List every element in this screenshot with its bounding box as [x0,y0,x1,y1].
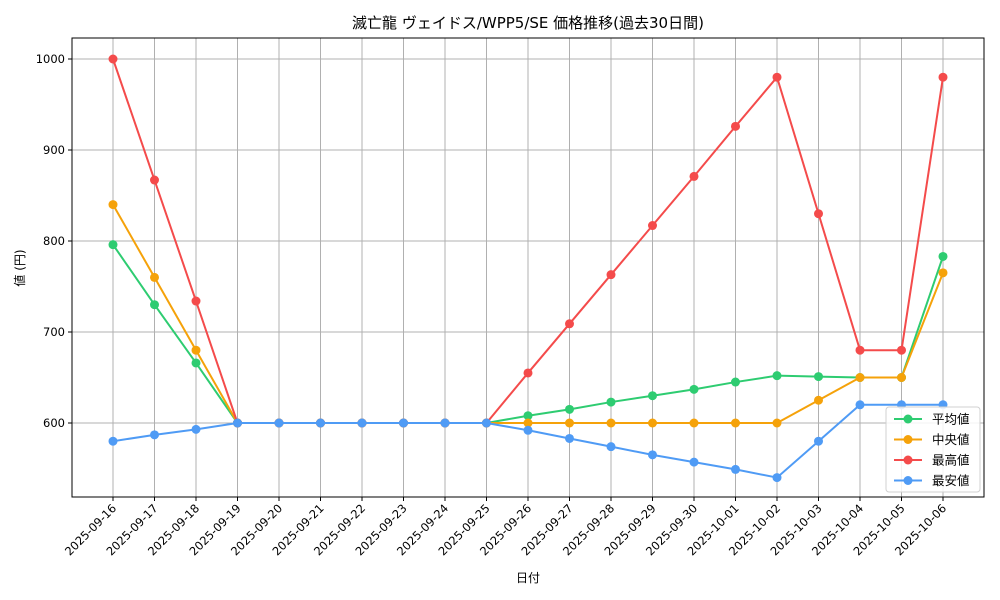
data-point [855,373,865,382]
legend-item: 平均値 [894,412,970,427]
data-point [565,319,574,329]
data-point [855,345,865,355]
data-point [108,436,118,446]
data-point [108,54,118,64]
legend-marker-icon [903,414,913,424]
data-point [772,418,782,428]
y-tick-label: 900 [43,143,65,157]
data-point [814,395,823,405]
data-point [440,418,450,428]
y-axis: 600 700 800 900 1000 [36,52,72,430]
data-point [523,425,533,435]
data-point [150,272,159,282]
legend-marker-icon [903,476,913,485]
legend-box [885,406,981,493]
data-point [108,240,118,250]
legend-item: 最安値 [894,473,970,488]
data-point [731,418,740,428]
data-point [357,418,367,428]
data-point [191,296,201,306]
data-point [191,424,201,434]
data-point [150,300,159,310]
data-point [897,345,906,355]
y-tick-label: 1000 [36,52,65,66]
x-axis: 2025-09-162025-09-172025-09-182025-09-19… [62,497,949,558]
data-point [191,345,201,355]
data-point [565,433,574,443]
data-point [689,418,699,428]
data-point [897,373,906,382]
data-point [855,400,865,410]
data-point [150,430,159,440]
data-point [606,442,616,452]
y-tick-label: 800 [43,234,65,248]
data-point [523,418,533,428]
data-point [731,121,740,131]
legend-label: 最安値 [932,473,970,488]
data-point [731,464,740,474]
data-point [772,473,782,483]
data-point [938,251,948,261]
legend-marker-icon [903,455,913,465]
data-point [482,418,491,428]
chart-title: 滅亡龍 ヴェイドス/WPP5/SE 価格推移(過去30日間) [352,14,704,32]
data-point [606,270,616,280]
data-point [399,418,408,428]
y-tick-label: 600 [43,416,65,430]
data-point [648,391,657,401]
legend-item: 中央値 [894,432,970,447]
y-axis-label: 値 (円) [12,249,27,286]
data-point [689,384,699,394]
data-point [565,418,574,428]
data-point [233,418,242,428]
x-axis-label: 日付 [516,571,540,585]
data-point [523,368,533,378]
legend-marker-icon [903,435,913,444]
data-point [150,175,159,185]
data-point [772,72,782,82]
series-lines [108,54,948,483]
legend-item: 最高値 [894,453,970,468]
data-point [689,457,699,467]
y-tick-label: 700 [43,325,65,339]
data-point [648,221,657,231]
data-point [731,377,740,387]
data-point [938,268,948,278]
data-point [108,200,118,210]
data-point [814,436,823,446]
data-point [648,450,657,460]
data-point [606,418,616,428]
legend-label: 最高値 [932,453,970,468]
series-最安値 [108,400,948,483]
legend-label: 平均値 [932,412,970,427]
data-point [565,404,574,414]
data-point [772,371,782,381]
data-point [523,411,533,421]
data-point [814,209,823,219]
legend-label: 中央値 [932,432,970,447]
data-point [606,397,616,407]
data-point [814,372,823,382]
data-point [191,358,201,368]
data-point [274,418,284,428]
data-point [316,418,325,428]
data-point [648,418,657,428]
data-point [689,171,699,181]
data-point [938,72,948,82]
